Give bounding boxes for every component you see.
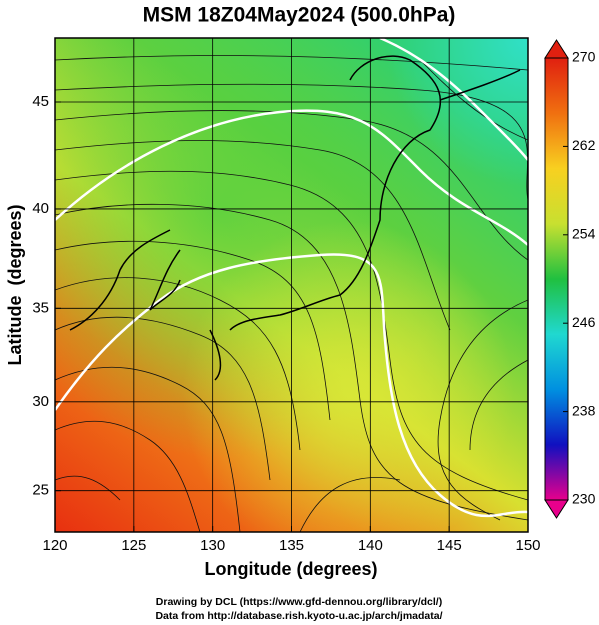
colorbar-tick-label: 230 <box>572 491 596 507</box>
x-tick-label: 135 <box>279 537 304 554</box>
x-tick-label: 145 <box>437 537 462 554</box>
x-tick-label: 125 <box>121 537 146 554</box>
x-tick-label: 150 <box>515 537 540 554</box>
x-tick-label: 130 <box>200 537 225 554</box>
colorbar <box>544 57 569 501</box>
y-tick-label: 35 <box>32 299 49 316</box>
credit: Data from http://database.rish.kyoto-u.a… <box>155 610 442 622</box>
colorbar-extend-top <box>544 39 569 59</box>
colorbar-tick-label: 270 <box>572 49 596 65</box>
y-tick-label: 40 <box>32 200 49 217</box>
credit: Drawing by DCL (https://www.gfd-dennou.o… <box>156 596 442 608</box>
colorbar-extend-bottom <box>544 499 569 519</box>
colorbar-tick-label: 262 <box>572 137 596 153</box>
y-axis-label: Latitude (degrees) <box>5 204 25 365</box>
y-tick-label: 25 <box>32 482 49 499</box>
x-tick-label: 120 <box>42 537 67 554</box>
title: MSM 18Z04May2024 (500.0hPa) <box>143 4 456 27</box>
y-tick-label: 45 <box>32 93 49 110</box>
plot-frame <box>54 37 529 533</box>
x-tick-label: 140 <box>358 537 383 554</box>
colorbar-tick-label: 238 <box>572 402 596 418</box>
contours <box>55 38 528 518</box>
y-tick-label: 30 <box>32 393 49 410</box>
x-axis-label: Longitude (degrees) <box>204 559 377 579</box>
colorbar-tick-label: 254 <box>572 226 596 242</box>
colorbar-tick-label: 246 <box>572 314 596 330</box>
